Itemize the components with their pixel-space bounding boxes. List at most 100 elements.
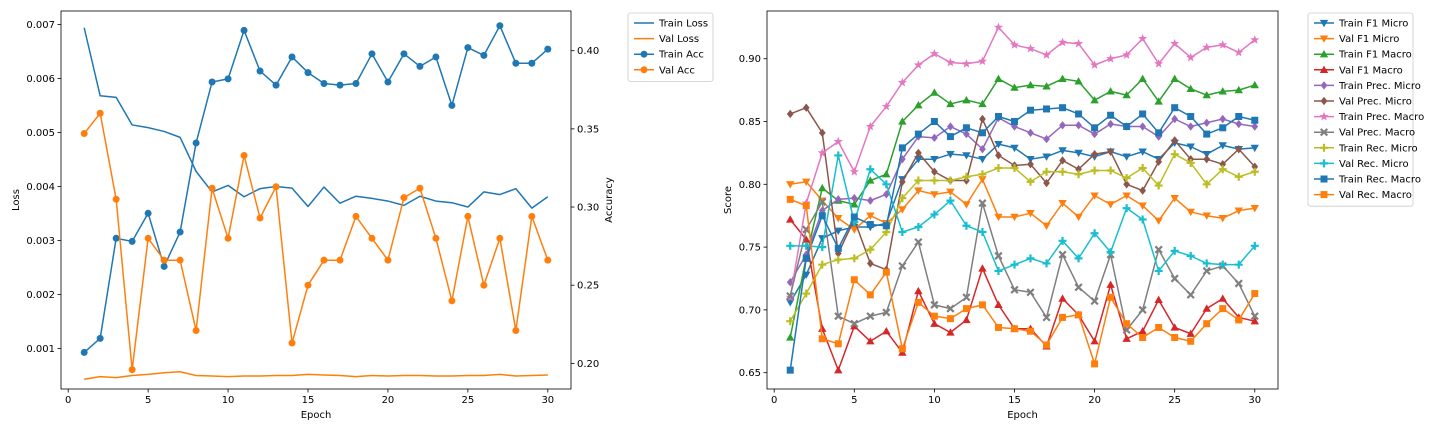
data-point-val-f1-micro: [946, 188, 955, 197]
data-point-train-acc: [96, 334, 104, 342]
data-point-val-rec-micro: [914, 223, 923, 231]
data-point-train-f1-macro: [930, 88, 939, 96]
data-point-val-rec-micro: [1122, 204, 1131, 213]
data-point-val-acc: [400, 194, 408, 202]
data-point-train-f1-macro: [1186, 84, 1195, 93]
x-tick-label: 20: [382, 395, 395, 406]
data-point-val-f1-micro: [1186, 208, 1195, 217]
data-point-train-f1-micro: [1138, 148, 1147, 156]
data-point-val-f1-macro: [1154, 295, 1163, 303]
data-point-train-prec-macro: [1041, 50, 1052, 59]
data-point-val-f1-macro: [1186, 329, 1195, 337]
data-point-val-f1-micro: [1234, 207, 1243, 215]
data-point-train-prec-macro: [929, 48, 939, 58]
data-point-train-rec-macro: [994, 112, 1002, 120]
data-point-train-prec-micro: [1203, 118, 1211, 127]
data-point-val-f1-macro: [1170, 323, 1179, 331]
data-point-train-f1-micro: [1186, 143, 1195, 151]
data-point-train-f1-macro: [818, 183, 827, 192]
data-point-train-f1-micro: [1074, 149, 1083, 158]
data-point-val-prec-micro: [1107, 147, 1114, 156]
data-point-train-rec-micro: [914, 176, 923, 185]
legend-marker-val-acc: [640, 66, 648, 74]
data-point-train-rec-micro: [930, 176, 939, 185]
data-point-val-acc: [304, 281, 312, 289]
data-point-train-f1-macro: [914, 100, 923, 109]
data-point-val-f1-micro: [914, 187, 923, 195]
data-point-train-rec-micro: [1106, 166, 1115, 175]
data-point-val-f1-micro: [1154, 217, 1163, 225]
y2-tick-label: 0.40: [577, 46, 599, 57]
data-point-val-acc: [480, 281, 488, 289]
data-point-train-prec-macro: [913, 60, 923, 69]
data-point-val-f1-macro: [1218, 294, 1227, 302]
data-point-train-acc: [400, 50, 408, 58]
y-tick-label: 0.001: [26, 344, 55, 355]
data-point-train-prec-macro: [1234, 47, 1244, 57]
data-point-train-rec-macro: [1043, 105, 1051, 113]
series-line-val-f1-micro: [790, 178, 1255, 231]
data-point-train-prec-macro: [1074, 38, 1084, 48]
data-point-val-prec-micro: [1027, 160, 1034, 169]
data-point-train-prec-micro: [834, 195, 842, 204]
data-point-train-f1-micro: [978, 156, 987, 164]
data-point-val-rec-macro: [1139, 334, 1147, 342]
series-val-rec-micro: [786, 151, 1259, 275]
legend-label-val-acc: Val Acc: [659, 65, 695, 76]
data-point-val-acc: [240, 151, 248, 159]
y2-tick-label: 0.30: [577, 203, 599, 214]
data-point-val-rec-micro: [834, 151, 843, 160]
data-point-val-rec-micro: [1010, 260, 1019, 269]
x-tick-label: 5: [145, 395, 151, 406]
data-point-train-rec-micro: [994, 163, 1003, 172]
data-point-train-f1-macro: [1154, 97, 1163, 105]
data-point-val-acc: [160, 256, 168, 264]
data-point-train-prec-macro: [849, 166, 859, 176]
x-tick-label: 25: [1168, 395, 1181, 406]
data-point-train-rec-micro: [1186, 158, 1195, 167]
data-point-train-rec-micro: [1026, 177, 1035, 186]
data-point-train-rec-macro: [1155, 129, 1163, 137]
legend-label-train-acc: Train Acc: [658, 50, 704, 61]
data-point-val-prec-macro: [1154, 245, 1163, 254]
data-point-train-f1-macro: [978, 99, 987, 108]
data-point-train-rec-macro: [962, 124, 970, 132]
data-point-val-prec-micro: [1219, 160, 1227, 169]
data-point-val-acc: [464, 212, 472, 220]
data-point-val-rec-macro: [1219, 305, 1227, 313]
data-point-val-rec-micro: [818, 243, 827, 252]
data-point-train-f1-micro: [1042, 153, 1051, 161]
data-point-val-f1-micro: [850, 226, 859, 234]
y-tick-label: 0.003: [26, 236, 55, 247]
data-point-val-rec-micro: [1202, 259, 1211, 268]
series-train-prec-macro: [785, 22, 1260, 302]
data-point-train-prec-macro: [1250, 35, 1260, 44]
data-point-val-rec-macro: [882, 268, 890, 276]
data-point-train-acc: [256, 67, 264, 75]
data-point-val-rec-micro: [1170, 246, 1179, 255]
legend-marker-train-acc: [640, 50, 648, 58]
data-point-train-rec-macro: [1091, 124, 1099, 132]
y-tick-label: 0.002: [26, 290, 55, 301]
data-point-val-rec-macro: [1027, 327, 1035, 335]
y-tick-label: 0.80: [739, 180, 761, 191]
data-point-val-acc: [496, 234, 504, 242]
data-point-train-rec-micro: [1154, 181, 1163, 190]
data-point-train-acc: [336, 81, 344, 89]
data-point-train-prec-micro: [850, 193, 858, 203]
data-point-train-f1-micro: [834, 227, 843, 235]
data-point-val-rec-macro: [946, 315, 954, 323]
data-point-val-rec-macro: [962, 305, 970, 313]
legend-marker-val-rec-macro: [1320, 191, 1328, 199]
data-point-val-acc: [448, 297, 456, 305]
data-point-train-rec-micro: [1170, 150, 1179, 159]
data-point-train-prec-macro: [993, 22, 1004, 32]
data-point-val-acc: [544, 256, 552, 264]
data-point-train-prec-micro: [1075, 121, 1082, 130]
legend-label-val-f1-macro: Val F1 Macro: [1339, 65, 1403, 76]
data-point-val-prec-macro: [1170, 274, 1179, 283]
data-point-train-prec-micro: [1107, 119, 1114, 129]
data-point-val-f1-micro: [1010, 213, 1019, 222]
legend-marker-val-f1-micro: [1319, 35, 1329, 43]
